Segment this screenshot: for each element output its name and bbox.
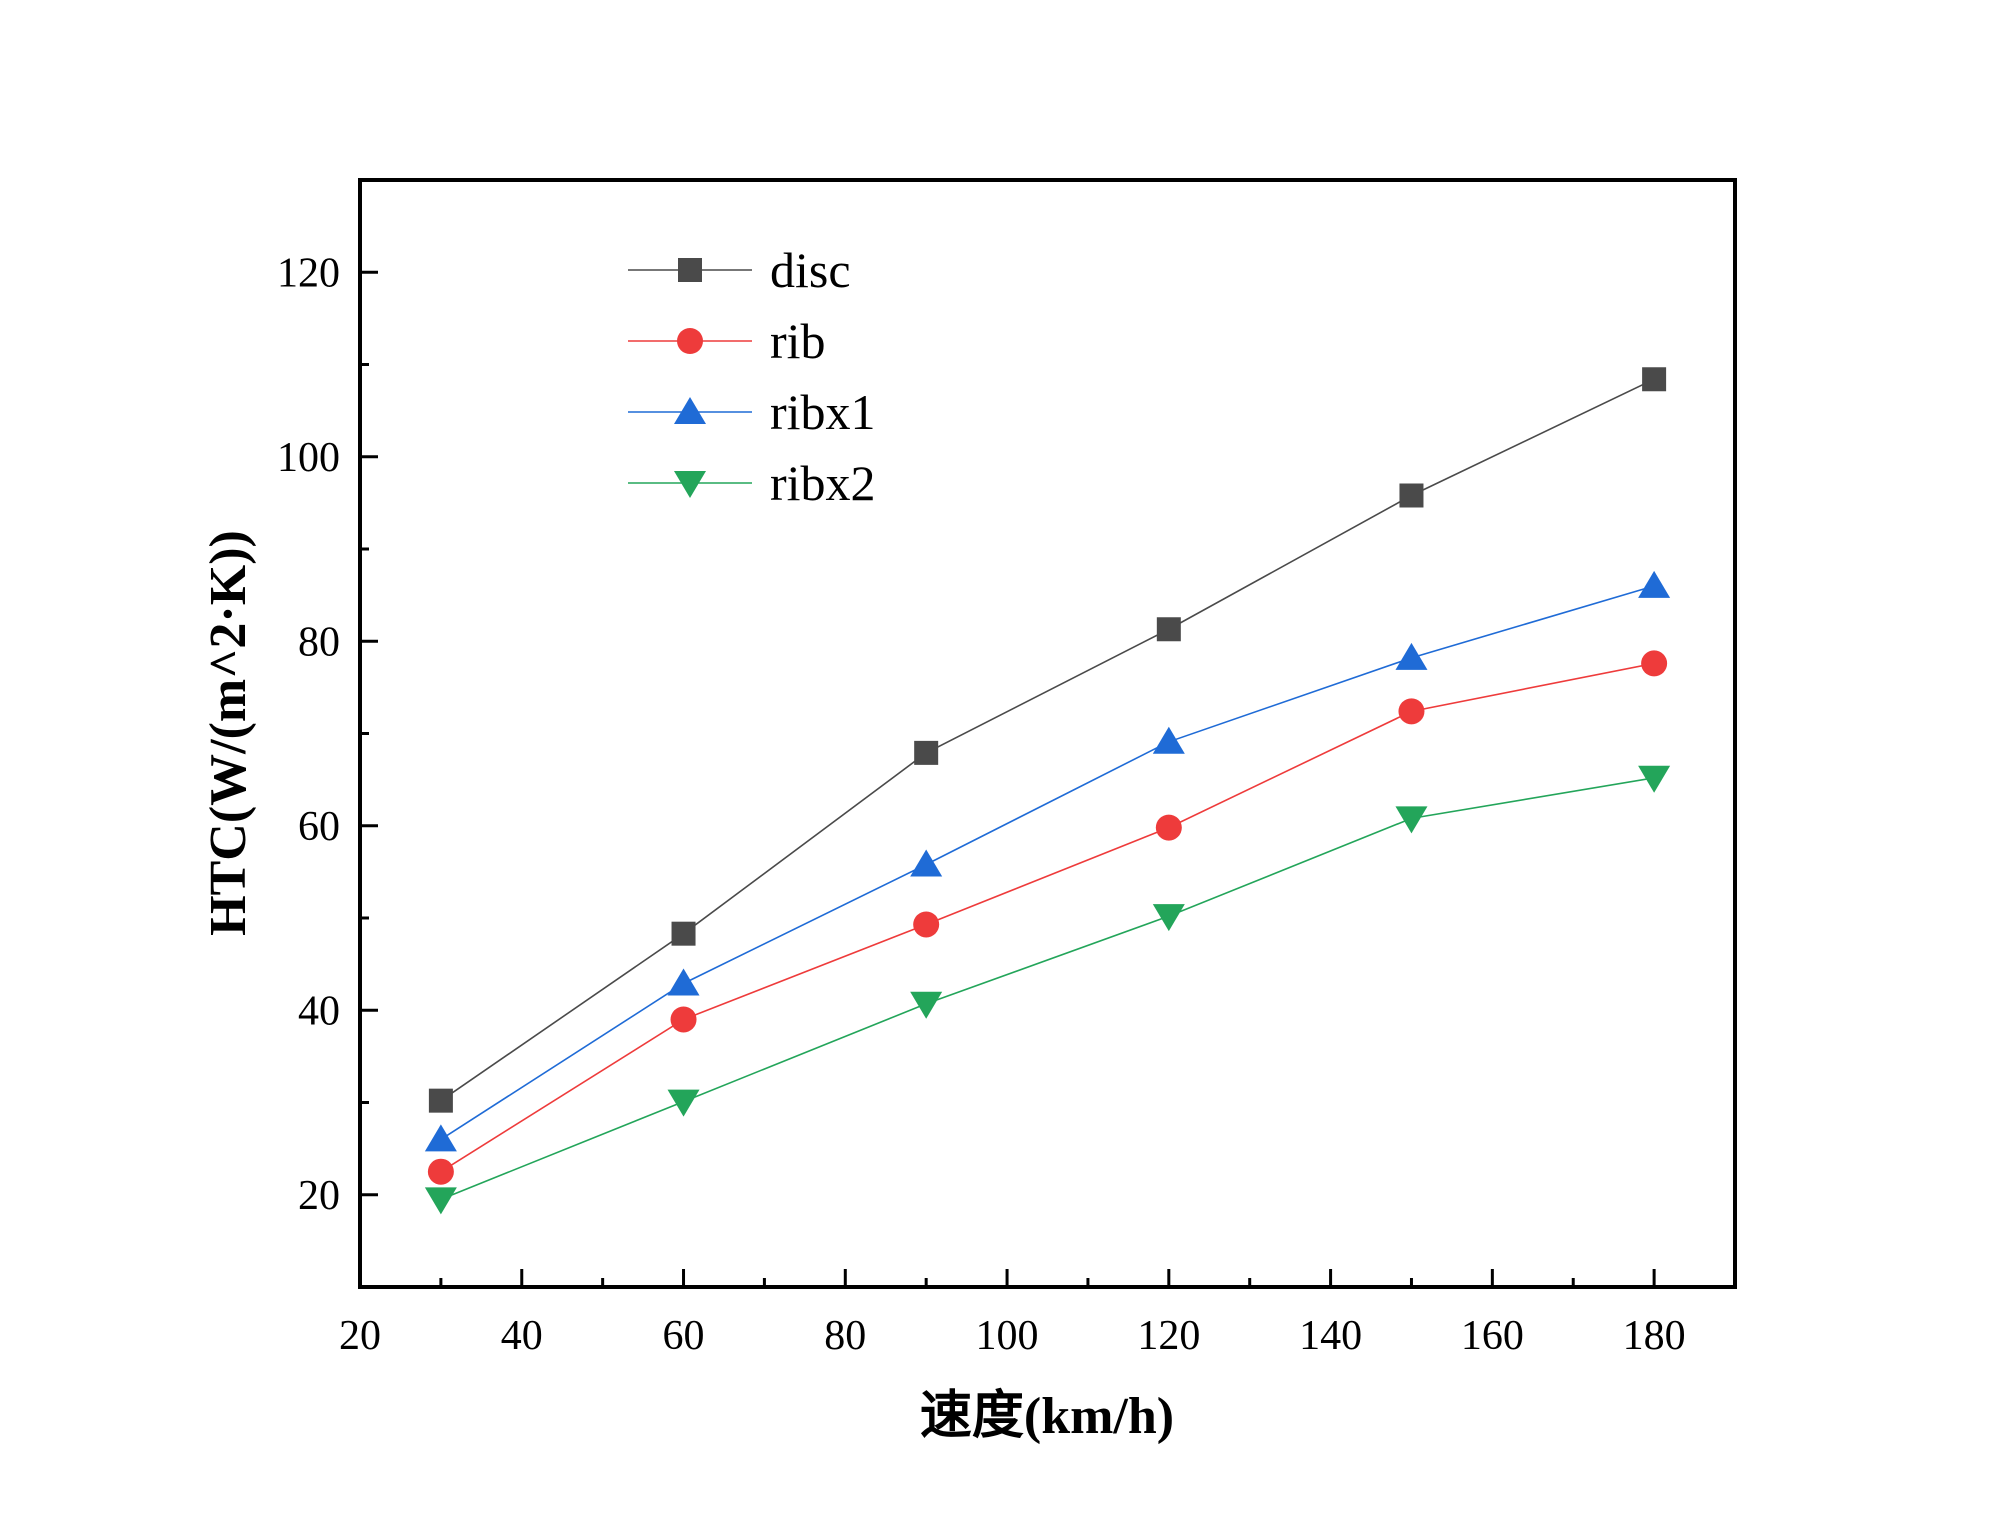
legend-label: ribx2: [770, 455, 876, 511]
x-tick-label: 180: [1623, 1313, 1686, 1359]
data-point-ribx1: [910, 849, 943, 877]
x-tick-label: 80: [824, 1313, 866, 1359]
data-point-rib: [427, 1158, 454, 1185]
data-point-ribx2: [424, 1187, 457, 1215]
series-ribx1: [424, 570, 1671, 1152]
legend-item-rib: rib: [628, 313, 826, 369]
series-line-ribx2: [440, 776, 1655, 1201]
series-line-disc: [440, 378, 1655, 1102]
x-tick-label: 60: [663, 1313, 705, 1359]
data-point-ribx1: [1638, 570, 1671, 598]
x-tick-label: 20: [339, 1313, 381, 1359]
legend: disc rib ribx1 ribx2: [628, 242, 876, 511]
legend-label: ribx1: [770, 384, 876, 440]
y-tick-label: 20: [298, 1173, 340, 1219]
y-tick-label: 60: [298, 804, 340, 850]
data-point-ribx1: [424, 1124, 457, 1152]
data-point-disc: [428, 1088, 453, 1113]
series-layer: [424, 367, 1671, 1215]
data-point-ribx2: [1638, 765, 1671, 793]
data-point-disc: [671, 921, 696, 946]
data-point-ribx1: [1152, 726, 1185, 754]
data-point-ribx2: [1152, 904, 1185, 932]
legend-label: rib: [770, 313, 826, 369]
series-line-rib: [440, 662, 1655, 1173]
data-point-ribx1: [1395, 642, 1428, 670]
legend-item-disc: disc: [628, 242, 851, 298]
legend-item-ribx2: ribx2: [628, 455, 876, 511]
data-point-disc: [1642, 367, 1667, 392]
data-point-ribx1: [667, 968, 700, 996]
data-point-disc: [1399, 483, 1424, 508]
legend-marker: [678, 258, 702, 282]
data-point-disc: [914, 740, 939, 765]
legend-label: disc: [770, 242, 851, 298]
x-axis-title: 速度(km/h): [920, 1387, 1174, 1445]
series-disc: [428, 367, 1667, 1113]
y-axis-title: HTC(W/(m^2·K)): [200, 530, 257, 936]
data-point-ribx2: [667, 1089, 700, 1117]
x-tick-label: 120: [1137, 1313, 1200, 1359]
data-point-rib: [670, 1006, 697, 1033]
y-tick-label: 40: [298, 988, 340, 1034]
data-point-rib: [1155, 814, 1182, 841]
data-point-rib: [1641, 650, 1668, 677]
x-tick-label: 160: [1461, 1313, 1524, 1359]
y-tick-label: 120: [277, 250, 340, 296]
data-point-disc: [1156, 617, 1181, 642]
data-point-rib: [913, 911, 940, 938]
data-point-rib: [1398, 698, 1425, 725]
data-point-ribx2: [910, 991, 943, 1019]
legend-item-ribx1: ribx1: [628, 384, 876, 440]
series-rib: [427, 650, 1668, 1185]
data-point-ribx2: [1395, 806, 1428, 834]
plot-frame: [358, 178, 1737, 1289]
y-tick-label: 80: [298, 619, 340, 665]
y-tick-label: 100: [277, 435, 340, 481]
axis-ticks: 20 40 60 80 100 120 140 160 180 20 40 60 80 100 120: [277, 178, 1686, 1359]
legend-marker: [674, 471, 706, 498]
x-tick-label: 40: [501, 1313, 543, 1359]
series-ribx2: [424, 765, 1671, 1215]
legend-marker: [674, 397, 706, 424]
x-tick-label: 140: [1299, 1313, 1362, 1359]
x-tick-label: 100: [976, 1313, 1039, 1359]
legend-marker: [677, 328, 703, 354]
series-line-ribx1: [440, 585, 1655, 1141]
